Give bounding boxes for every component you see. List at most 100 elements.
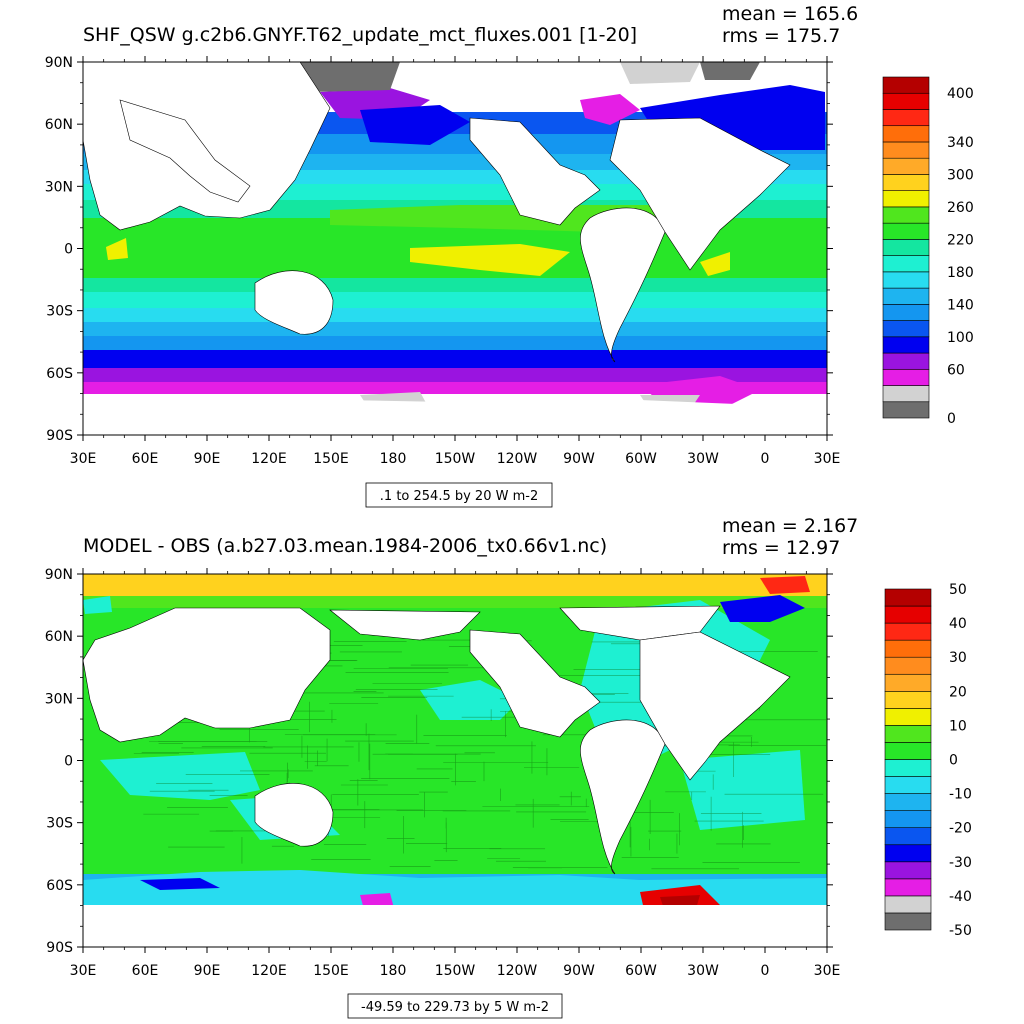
panel-bottom: MODEL - OBS (a.b27.03.mean.1984-2006_tx0… [45,515,972,1019]
map-field [83,62,827,435]
lon-tick-label: 180 [380,451,407,467]
colorbar-bin [884,588,932,607]
lat-tick-label: 30S [46,304,73,320]
lon-tick-label: 180 [380,963,407,979]
lon-tick-label: 90E [194,451,221,467]
colorbar-label: 140 [947,297,974,313]
lat-tick-label: 30S [46,816,73,832]
mean-label: mean = 2.167 [722,515,858,537]
colorbar-bin [882,190,930,208]
axis-ticks: 90N 60N 30N 0 30S 60S 90S 30E 60E 90E 120E 150E 180 1… [45,567,841,979]
contour-info-label: -49.59 to 229.73 by 5 W m-2 [361,1000,549,1015]
contour-info-box: -49.59 to 229.73 by 5 W m-2 [347,993,563,1019]
colorbar-bin [884,656,932,675]
colorbar-bin [882,141,930,159]
colorbar-label: 0 [949,753,958,769]
colorbar-bin [882,320,930,338]
colorbar-bin [882,222,930,240]
colorbar-bin [882,109,930,127]
lat-tick-label: 90N [45,567,73,583]
lon-tick-label: 90W [563,963,595,979]
colorbar-bin [882,385,930,403]
contour-info-box: .1 to 254.5 by 20 W m-2 [365,482,553,508]
lon-tick-label: 150W [435,963,476,979]
colorbar-bin [882,336,930,354]
colorbar-bin [882,401,930,419]
colorbar-bin [884,827,932,846]
colorbar-bin [882,76,930,94]
colorbar: 50 40 30 20 10 0 -10 -20 -30 -40 -50 [884,582,972,939]
lat-tick-label: 60N [45,117,73,133]
lon-tick-label: 30E [70,963,97,979]
contour-info-label: .1 to 254.5 by 20 W m-2 [380,489,538,504]
lon-tick-label: 150W [435,451,476,467]
colorbar-bin [884,639,932,658]
colorbar-bin [882,352,930,370]
colorbar-bin [882,206,930,224]
axis-ticks: 90N 60N 30N 0 30S 60S 90S 30E 60E 90E 120E 150E 180 1… [45,55,841,467]
colorbar: 0 60 100 140 180 220 260 300 340 400 [882,76,974,427]
lon-tick-label: 60E [132,451,159,467]
colorbar-bin [884,708,932,726]
colorbar-bin [884,605,932,624]
colorbar-label: 0 [947,411,956,427]
lon-tick-label: 60E [132,963,159,979]
lon-tick-label: 30E [814,451,841,467]
colorbar-bin [882,92,930,110]
colorbar-bin [882,157,930,175]
colorbar-bin [882,271,930,289]
colorbar-bin [882,239,930,256]
panel-top: SHF_QSW g.c2b6.GNYF.T62_update_mct_fluxe… [45,3,974,508]
colorbar-bin [882,125,930,143]
colorbar-bin [884,725,932,743]
lon-tick-label: 0 [761,963,770,979]
lat-tick-label: 30N [45,179,73,195]
rms-label: rms = 12.97 [722,537,840,559]
colorbar-label: 260 [947,200,974,216]
colorbar-bin [884,673,932,692]
colorbar-label: 50 [949,582,967,598]
lon-tick-label: 150E [313,963,349,979]
lat-tick-label: 60N [45,629,73,645]
lat-tick-label: 0 [64,242,73,258]
lon-tick-label: 30W [687,963,719,979]
lat-tick-label: 60S [46,878,73,894]
lat-tick-label: 60S [46,366,73,382]
colorbar-bin [882,174,930,191]
colorbar-label: 20 [949,684,967,700]
lon-tick-label: 30E [814,963,841,979]
lon-tick-label: 120E [251,451,287,467]
colorbar-bin [884,810,932,829]
lat-tick-label: 30N [45,691,73,707]
lon-tick-label: 120W [497,963,538,979]
colorbar-label: 100 [947,330,974,346]
colorbar-label: 30 [949,650,967,666]
map-field [83,574,827,947]
colorbar-bin [884,759,932,777]
lon-tick-label: 0 [761,451,770,467]
lon-tick-label: 120E [251,963,287,979]
lat-tick-label: 90S [46,428,73,444]
colorbar-bin [884,912,932,931]
colorbar-label: -10 [949,787,972,803]
lon-tick-label: 30E [70,451,97,467]
colorbar-bin [884,776,932,794]
colorbar-label: -50 [949,923,972,939]
colorbar-bin [882,304,930,321]
lon-tick-label: 150E [313,451,349,467]
colorbar-bin [882,255,930,273]
colorbar-label: 180 [947,265,974,281]
lat-tick-label: 90N [45,55,73,71]
colorbar-bin [884,861,932,880]
colorbar-label: 220 [947,232,974,248]
colorbar-bin [884,844,932,863]
lat-tick-label: 0 [64,754,73,770]
panel-title: MODEL - OBS (a.b27.03.mean.1984-2006_tx0… [83,535,607,557]
colorbar-label: 40 [949,616,967,632]
colorbar-label: 10 [949,718,967,734]
colorbar-bin [882,368,930,386]
colorbar-label: -30 [949,855,972,871]
colorbar-label: 400 [947,86,974,102]
colorbar-label: -20 [949,821,972,837]
